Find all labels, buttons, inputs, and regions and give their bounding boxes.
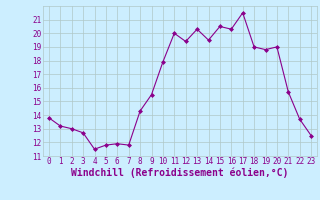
X-axis label: Windchill (Refroidissement éolien,°C): Windchill (Refroidissement éolien,°C) (71, 168, 289, 178)
